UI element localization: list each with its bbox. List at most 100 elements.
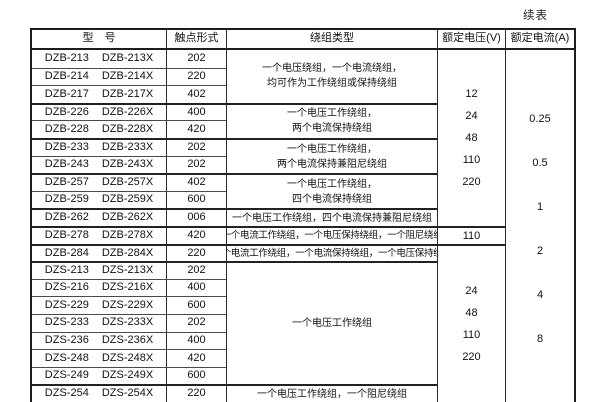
model-number: DZB-226 [44, 105, 89, 118]
current-value: 2 [536, 245, 544, 258]
model-cell: DZS-229 DZS-229X [32, 296, 166, 314]
rated-voltage-cell: 24 48 110 220 [437, 243, 505, 402]
contact-form-cell: 202 [166, 155, 226, 174]
spec-table: 型 号触点形式 绕组类型 额定电压(V) 额定电流(A) DZB-213 DZB-213X… [30, 28, 576, 402]
model-number: DZS-216X [101, 281, 154, 294]
model-cell: DZS-233 DZS-233X [32, 313, 166, 332]
winding-type-line: 一个电压工作绕组，四个电流保持兼阻尼绕组 [232, 212, 432, 224]
model-number: DZB-278 [44, 228, 89, 241]
model-cell: DZS-249 DZS-249X [32, 366, 166, 385]
model-number: DZS-254X [101, 387, 154, 400]
model-number: DZS-229 [44, 298, 89, 311]
contact-form-cell: 420 [166, 349, 226, 367]
contact-form-cell: 006 [166, 208, 226, 226]
rated-voltage-cell: 12 24 48 110 220 [437, 50, 505, 226]
current-value: 1 [536, 201, 544, 214]
model-number: DZB-284X [101, 246, 154, 259]
current-value: 8 [536, 333, 544, 346]
column-header-1: 型 号 [32, 30, 166, 50]
model-number: DZB-243 [44, 158, 89, 171]
column-header-4: 额定电压(V) [437, 30, 505, 50]
winding-type-cell: 一个电流工作绕组，一个电压保持绕组，一个阻尼绕组 [226, 225, 437, 244]
model-number: DZB-278X [101, 228, 154, 241]
voltage-value: 24 [465, 284, 478, 297]
model-number: DZS-233X [101, 316, 154, 329]
contact-form-cell: 220 [166, 384, 226, 402]
model-number: DZB-213 [44, 52, 89, 65]
voltage-value: 110 [462, 153, 481, 166]
model-cell: DZB-213 DZB-213X [32, 50, 166, 68]
model-number: DZS-248 [44, 351, 89, 364]
contact-form-cell: 202 [166, 313, 226, 332]
model-number: DZS-248X [101, 351, 154, 364]
winding-type-line: 一个电流工作绕组，一个电流保持绕组，一个电压保持绕组 [227, 247, 437, 259]
contact-form-cell: 420 [166, 225, 226, 244]
winding-type-line: 一个电压工作绕组， [287, 178, 377, 190]
model-cell: DZS-248 DZS-248X [32, 349, 166, 367]
model-cell: DZS-236 DZS-236X [32, 331, 166, 350]
model-number: DZB-217X [101, 87, 154, 100]
winding-type-cell: 一个电压工作绕组， 四个电流保持绕组 [226, 173, 437, 209]
model-cell: DZS-254 DZS-254X [32, 384, 166, 402]
model-number: DZS-229X [101, 298, 154, 311]
model-number: DZB-262X [101, 211, 154, 224]
model-number: DZS-233 [44, 316, 89, 329]
model-cell: DZB-257 DZB-257X [32, 173, 166, 191]
model-number: DZS-213X [101, 264, 154, 277]
model-number: DZB-243X [101, 158, 154, 171]
model-number: DZS-236X [101, 334, 154, 347]
model-number: DZS-213 [44, 264, 89, 277]
contact-form-cell: 202 [166, 137, 226, 156]
column-header-2: 触点形式 [166, 30, 226, 50]
winding-type-line: 一个电流工作绕组，一个电压保持绕组，一个阻尼绕组 [226, 230, 437, 242]
voltage-value: 220 [462, 175, 481, 188]
current-value: 4 [536, 289, 544, 302]
continued-table-label: 续表 [523, 10, 548, 22]
model-cell: DZB-214 DZB-214X [32, 67, 166, 86]
voltage-value: 110 [462, 229, 481, 242]
contact-form-cell: 400 [166, 331, 226, 350]
winding-type-cell: 一个电压工作绕组 [226, 261, 437, 385]
winding-type-line: 两个电流保持绕组 [292, 123, 372, 135]
model-number: DZB-284 [44, 246, 89, 259]
contact-form-cell: 420 [166, 120, 226, 138]
voltage-value: 220 [462, 350, 481, 363]
winding-type-line: 一个电压工作绕组， [287, 143, 377, 155]
model-number: DZS-249 [44, 369, 89, 382]
model-cell: DZB-226 DZB-226X [32, 102, 166, 121]
model-number: DZS-254 [44, 387, 89, 400]
winding-type-cell: 一个电压工作绕组， 两个电流保持兼阻尼绕组 [226, 137, 437, 174]
winding-type-cell: 一个电压绕组，一个电流绕组， 均可作为工作绕组或保持绕组 [226, 50, 437, 103]
winding-type-line: 四个电流保持绕组 [292, 193, 372, 205]
winding-type-line: 均可作为工作绕组或保持绕组 [267, 78, 397, 90]
model-number: DZB-213X [101, 52, 154, 65]
model-number: DZB-259X [101, 193, 154, 206]
contact-form-cell: 400 [166, 278, 226, 297]
model-cell: DZB-243 DZB-243X [32, 155, 166, 174]
model-cell: DZS-213 DZS-213X [32, 261, 166, 279]
voltage-value: 110 [462, 328, 481, 341]
contact-form-cell: 600 [166, 296, 226, 314]
model-cell: DZS-216 DZS-216X [32, 278, 166, 297]
column-header-3: 绕组类型 [226, 30, 437, 50]
contact-form-cell: 220 [166, 67, 226, 86]
contact-form-cell: 220 [166, 243, 226, 262]
winding-type-line: 一个电压工作绕组， [287, 108, 377, 120]
winding-type-cell: 一个电压工作绕组， 两个电流保持绕组 [226, 102, 437, 138]
winding-type-line: 两个电流保持兼阻尼绕组 [277, 158, 387, 170]
voltage-value: 12 [465, 87, 478, 100]
contact-form-cell: 600 [166, 190, 226, 209]
model-number: DZB-214X [101, 70, 154, 83]
winding-type-cell: 一个电压工作绕组，一个阻尼绕组 [226, 384, 437, 402]
model-number: DZB-228 [44, 122, 89, 135]
voltage-value: 24 [465, 109, 478, 122]
model-number: DZB-217 [44, 87, 89, 100]
model-number: DZB-257X [101, 176, 154, 189]
model-cell: DZB-259 DZB-259X [32, 190, 166, 209]
model-number: DZS-249X [101, 369, 154, 382]
contact-form-cell: 400 [166, 102, 226, 121]
rated-current-cell: 0.25 0.5 1 2 4 8 [505, 50, 574, 402]
model-number: DZB-228X [101, 122, 154, 135]
column-header-5: 额定电流(A) [505, 30, 574, 50]
voltage-value: 48 [465, 306, 478, 319]
